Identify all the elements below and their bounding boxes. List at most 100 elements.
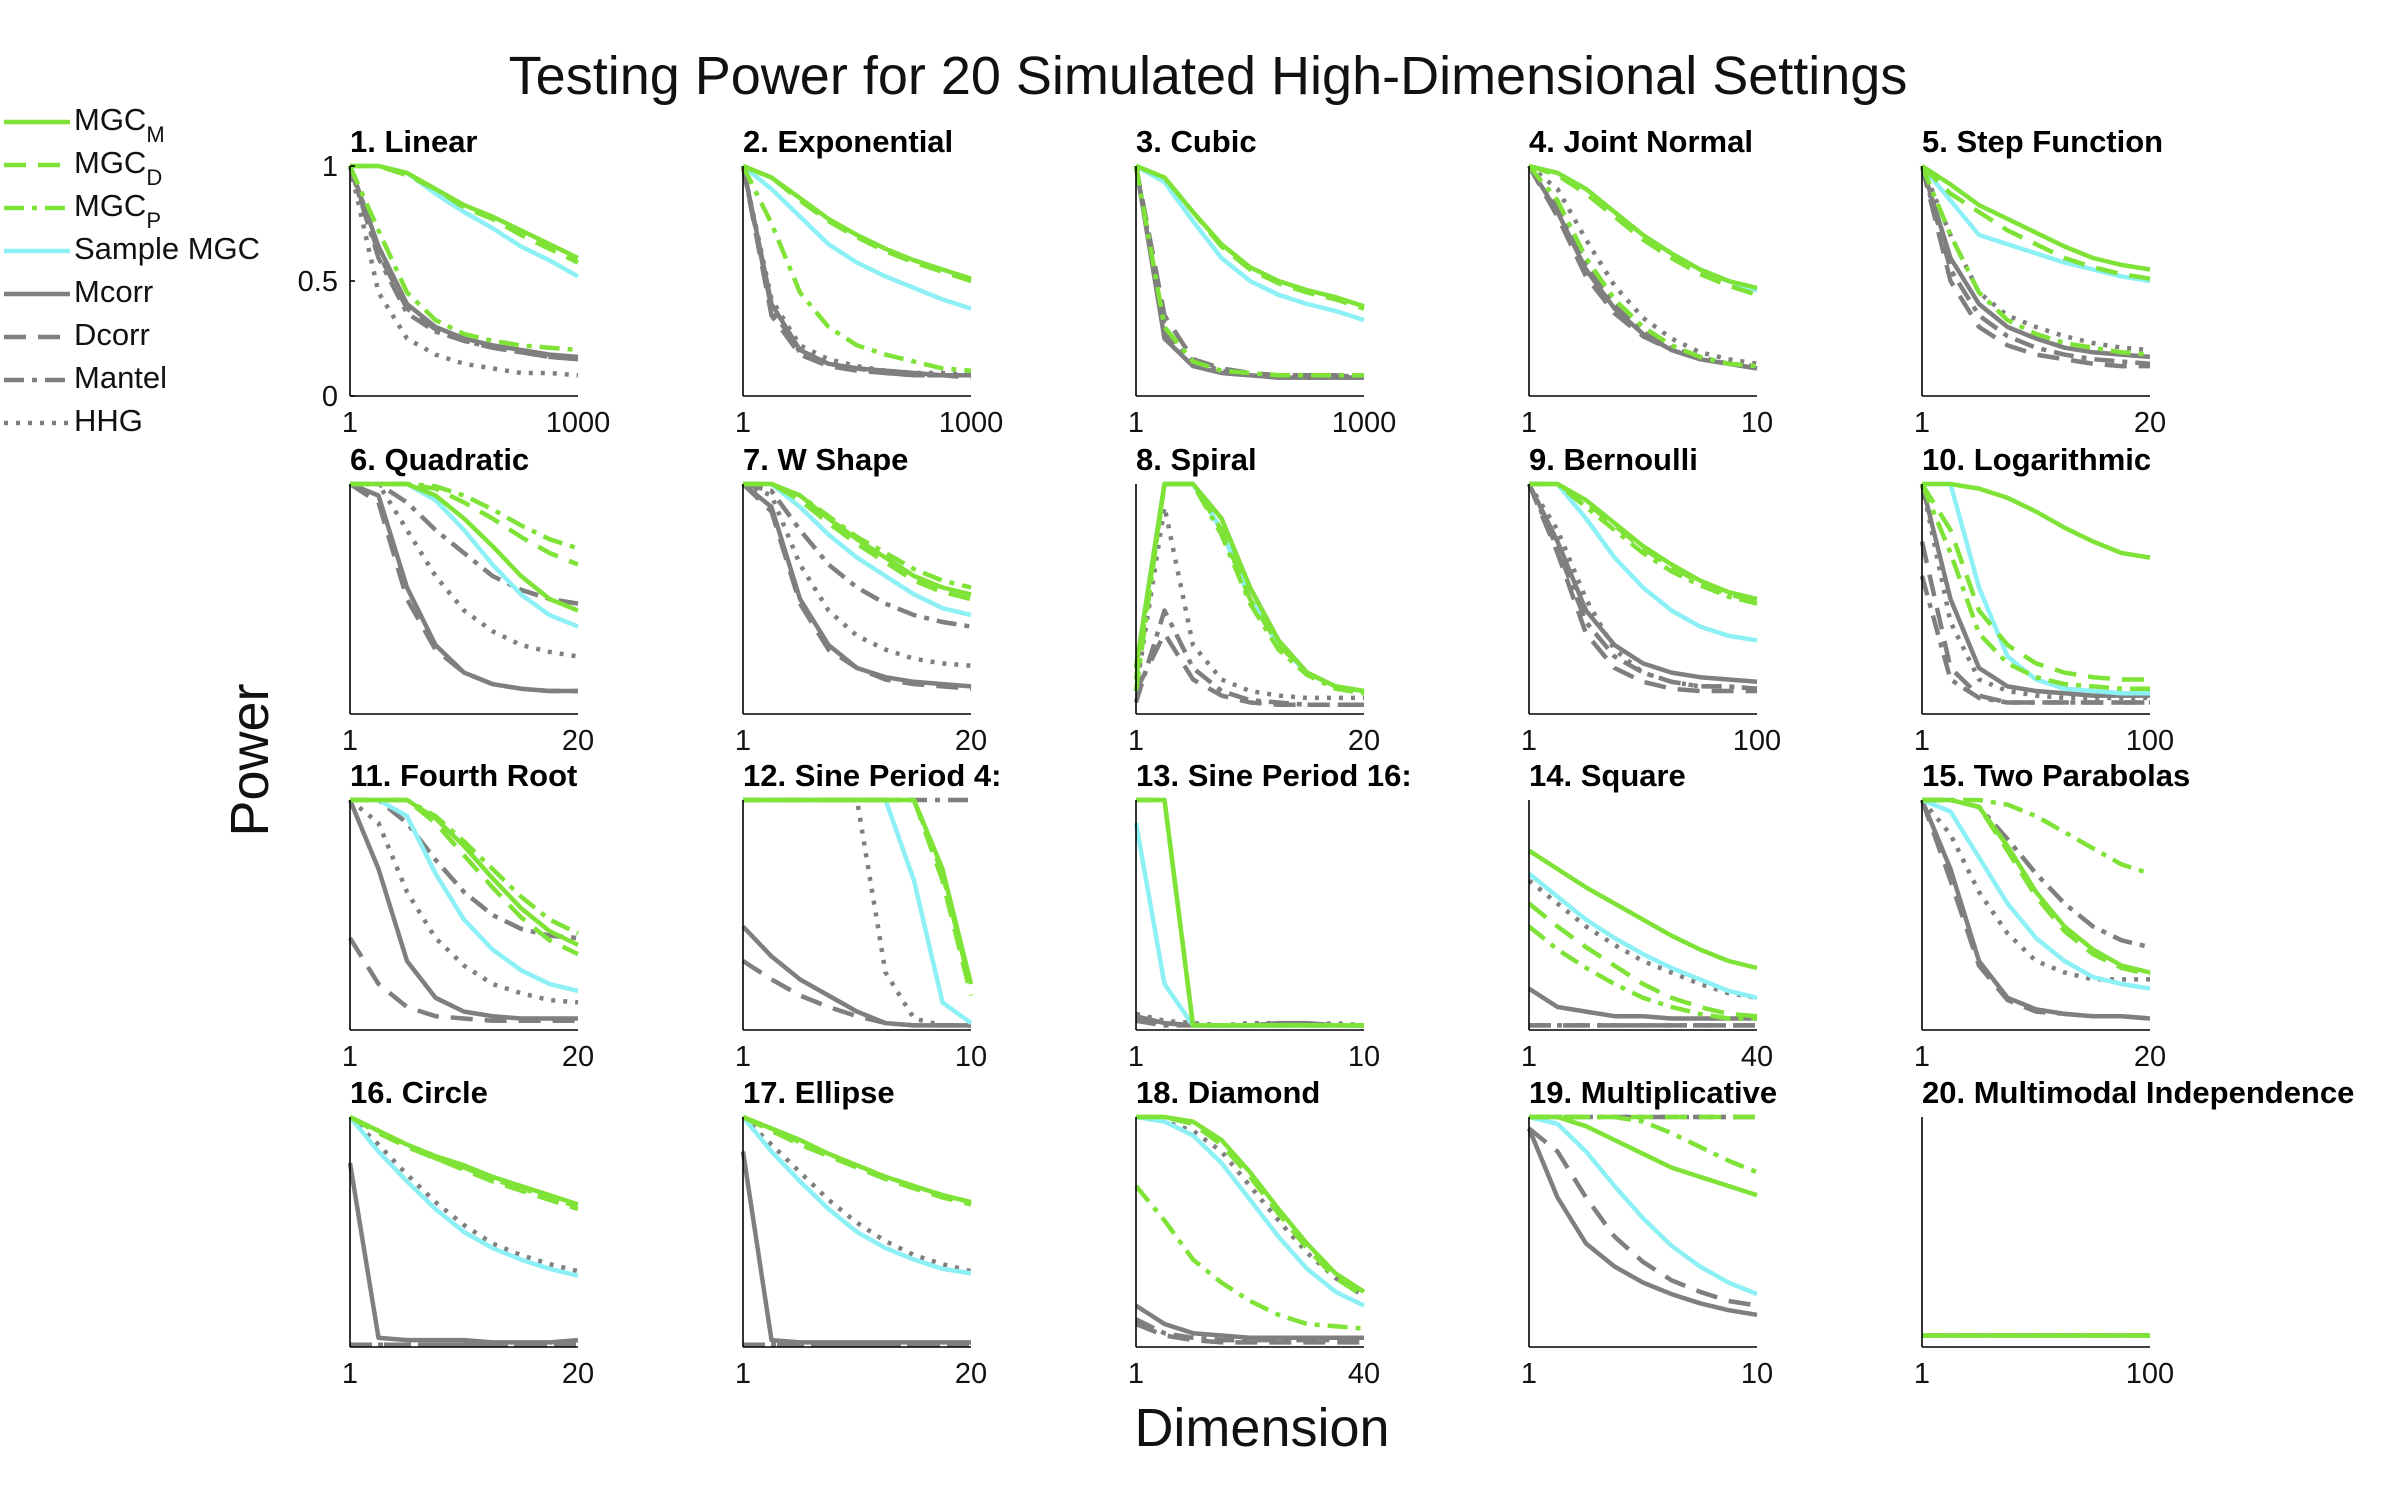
series-line [1135,1011,1365,1028]
series-line [1527,878,1758,1001]
panel: 15. Two Parabolas 1 20 [1914,758,2190,1073]
panel: 10. Logarithmic 1 100 [1914,442,2174,757]
series-line [347,799,578,1021]
panel-title: 18. Diamond [1136,1075,1320,1110]
x-tick-label: 1 [1128,725,1144,757]
x-tick-label: 100 [2126,1358,2174,1390]
x-tick-label: 1 [1914,1041,1930,1073]
legend-label: Dcorr [74,317,150,352]
panel-title: 16. Circle [350,1075,488,1110]
x-tick-label: 10 [955,1041,987,1073]
series-line [1527,901,1758,1019]
panel-title: 19. Multiplicative [1529,1075,1777,1110]
x-tick-label: 1 [342,725,358,757]
x-tick-label: 1 [342,1358,358,1390]
panel: 1. Linear 1 1000 1 0.5 0 [298,124,611,439]
series-line [740,165,972,373]
panel: 5. Step Function 1 20 [1914,124,2166,439]
legend-label: MGCP [74,188,161,233]
x-tick-label: 1 [1128,407,1144,439]
legend-label: Sample MGC [74,231,260,266]
panel-title: 2. Exponential [743,124,953,159]
series-line [1919,483,2150,691]
x-tick-label: 1000 [939,407,1004,439]
panel-title: 15. Two Parabolas [1922,758,2190,793]
series-line [1527,871,1758,1000]
figure-title: Testing Power for 20 Simulated High-Dime… [509,46,1908,106]
series-line [1527,1126,1758,1308]
series-line [1527,164,1758,371]
series-line [348,798,579,1005]
y-tick-label: 1 [322,151,338,183]
panel-title: 9. Bernoulli [1529,442,1698,477]
x-tick-label: 20 [562,1041,594,1073]
panel: 18. Diamond 1 40 [1128,1075,1380,1390]
panel: 16. Circle 1 20 [342,1075,594,1390]
y-tick-label: 0 [322,381,338,413]
series-line [741,1115,972,1274]
x-tick-label: 1 [735,725,751,757]
y-tick-label: 0.5 [298,266,338,298]
series-line [742,481,972,629]
series-line [1529,1114,1758,1198]
series-line [740,165,971,378]
series-line [742,481,972,668]
series-line [1526,1127,1758,1318]
series-line [741,924,971,1028]
x-tick-label: 1 [342,407,358,439]
series-line [1919,799,2151,1021]
panel: 3. Cubic 1 1000 [1128,124,1396,439]
series-line [1920,164,2151,272]
series-line [742,1114,972,1205]
series-line [348,936,578,1024]
series-line [1135,1114,1365,1308]
panel-title: 12. Sine Period 4: [743,758,1001,793]
panel-title: 11. Fourth Root [350,758,577,793]
y-axis-label: Power [220,683,280,836]
series-line [741,1115,972,1276]
series-line [1134,164,1365,323]
series-line [741,482,972,689]
series-line [350,481,579,606]
x-tick-label: 1 [1521,1358,1537,1390]
series-line [348,1115,579,1278]
series-line [1136,797,1364,1028]
panel: 4. Joint Normal 1 10 [1521,124,1773,439]
series-line [743,797,974,997]
panel: 2. Exponential 1 1000 [735,124,1003,439]
x-tick-label: 40 [1741,1041,1773,1073]
series-line [1920,164,2151,281]
x-tick-label: 1 [735,1041,751,1073]
x-tick-label: 10 [1741,1358,1773,1390]
x-tick-label: 1 [735,1358,751,1390]
series-line [1133,165,1364,380]
series-line [350,797,579,994]
series-line [1134,1184,1365,1331]
panel-title: 7. W Shape [743,442,908,477]
panel-title: 3. Cubic [1136,124,1257,159]
x-tick-label: 1 [735,407,751,439]
panel-title: 17. Ellipse [743,1075,895,1110]
series-line [350,163,579,261]
series-line [1527,164,1758,371]
x-tick-label: 100 [1733,725,1781,757]
legend-label: MGCD [74,145,162,190]
x-tick-label: 10 [1348,1041,1380,1073]
x-tick-label: 1 [1521,725,1537,757]
x-tick-label: 20 [955,1358,987,1390]
x-tick-label: 40 [1348,1358,1380,1390]
legend-label: Mcorr [74,274,153,309]
panel-title: 1. Linear [350,124,478,159]
panel: 11. Fourth Root 1 20 [342,758,594,1073]
x-tick-label: 1 [1128,1358,1144,1390]
legend-label: MGCM [74,102,165,147]
series-line [1921,797,2151,991]
series-line [347,165,579,353]
x-tick-label: 1 [1914,725,1930,757]
series-line [1919,165,2151,357]
x-tick-label: 20 [955,725,987,757]
series-line [1919,541,2150,705]
x-tick-label: 20 [2134,1041,2166,1073]
